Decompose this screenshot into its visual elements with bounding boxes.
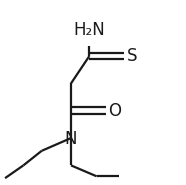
Text: N: N — [65, 130, 77, 148]
Text: S: S — [127, 47, 137, 65]
Text: O: O — [109, 102, 122, 120]
Text: H₂N: H₂N — [73, 21, 105, 39]
